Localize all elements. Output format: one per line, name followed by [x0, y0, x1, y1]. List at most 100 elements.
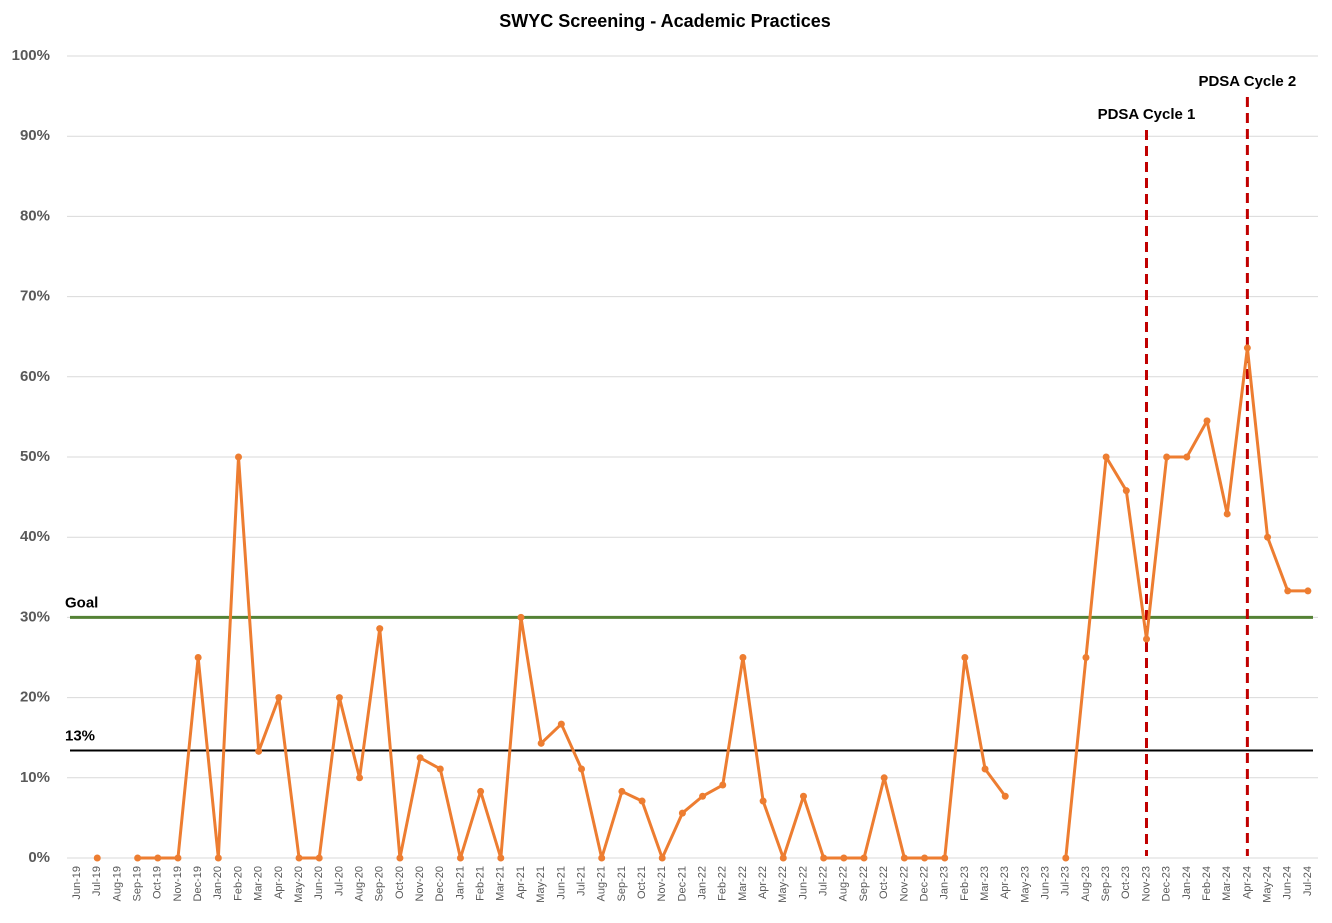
data-point — [1304, 587, 1312, 595]
x-tick-label: Feb-21 — [475, 866, 487, 901]
data-point — [416, 754, 424, 762]
data-point — [1203, 417, 1211, 425]
x-tick-label: Aug-22 — [838, 866, 850, 901]
x-tick-label: Dec-20 — [434, 866, 446, 901]
x-tick-label: Feb-20 — [232, 866, 244, 901]
y-tick-label: 70% — [20, 288, 50, 305]
series-line — [137, 455, 1007, 860]
data-point — [235, 453, 243, 461]
x-tick-label: Jan-21 — [454, 866, 466, 900]
y-tick-label: 10% — [20, 769, 50, 786]
x-tick-label: Jun-21 — [555, 866, 567, 900]
x-tick-label: Jun-20 — [313, 866, 325, 900]
data-point — [154, 854, 162, 862]
data-point — [497, 854, 505, 862]
x-tick-label: Jan-20 — [212, 866, 224, 900]
x-tick-label: Nov-22 — [898, 866, 910, 901]
data-point — [699, 792, 707, 800]
data-point — [638, 797, 646, 805]
x-tick-label: Apr-20 — [273, 866, 285, 899]
x-tick-label: Mar-23 — [979, 866, 991, 901]
x-tick-label: Nov-19 — [172, 866, 184, 901]
data-point — [275, 694, 283, 702]
x-tick-label: Apr-23 — [999, 866, 1011, 899]
x-tick-label: Oct-19 — [152, 866, 164, 899]
x-tick-label: Aug-23 — [1080, 866, 1092, 901]
x-tick-label: Jun-24 — [1282, 866, 1294, 900]
x-tick-label: Sep-22 — [858, 866, 870, 901]
y-tick-label: 30% — [20, 608, 50, 625]
data-point — [961, 654, 969, 661]
x-tick-label: May-24 — [1261, 866, 1273, 903]
x-tick-label: Nov-20 — [414, 866, 426, 901]
data-point — [658, 854, 666, 862]
data-point — [194, 654, 202, 661]
data-point — [134, 854, 142, 862]
data-point — [598, 854, 606, 862]
x-tick-label: Jan-22 — [696, 866, 708, 900]
y-tick-label: 20% — [20, 689, 50, 706]
y-tick-label: 0% — [28, 849, 50, 866]
data-point — [1223, 510, 1231, 518]
data-point — [820, 854, 828, 862]
x-tick-label: Oct-21 — [636, 866, 648, 899]
x-tick-label: Jun-22 — [797, 866, 809, 900]
x-tick-label: Jul-23 — [1060, 866, 1072, 896]
reference-label: 13% — [65, 728, 95, 745]
x-tick-label: Jul-24 — [1302, 866, 1314, 896]
x-tick-label: Nov-21 — [656, 866, 668, 901]
x-tick-label: Aug-20 — [353, 866, 365, 901]
data-point — [1183, 453, 1191, 461]
x-tick-label: Sep-23 — [1100, 866, 1112, 901]
series-line — [1064, 346, 1308, 859]
data-point — [880, 774, 888, 782]
x-tick-label: Jul-21 — [575, 866, 587, 896]
data-point — [93, 854, 101, 862]
x-tick-label: Jun-23 — [1040, 866, 1052, 900]
x-tick-label: Jan-23 — [939, 866, 951, 900]
data-point — [1163, 453, 1171, 461]
data-point — [860, 854, 868, 862]
data-point — [900, 854, 908, 862]
data-point — [537, 739, 545, 747]
data-point — [1142, 635, 1150, 643]
data-point — [456, 854, 464, 862]
x-tick-label: Apr-24 — [1241, 866, 1253, 899]
data-point — [557, 720, 565, 728]
data-point — [1062, 854, 1070, 862]
x-tick-label: Jul-22 — [818, 866, 830, 896]
y-tick-label: 60% — [20, 368, 50, 385]
data-point — [295, 854, 303, 862]
data-point — [255, 747, 263, 755]
data-point — [376, 625, 384, 633]
data-point — [477, 787, 485, 795]
data-point — [356, 774, 364, 782]
data-point — [214, 854, 222, 862]
x-tick-label: May-22 — [777, 866, 789, 903]
data-point — [335, 694, 343, 702]
x-tick-label: Dec-21 — [676, 866, 688, 901]
x-tick-label: Mar-21 — [495, 866, 507, 901]
x-tick-label: Apr-22 — [757, 866, 769, 899]
data-point — [436, 765, 444, 773]
reference-label: Goal — [65, 594, 98, 611]
annotation-label: PDSA Cycle 1 — [1098, 106, 1196, 123]
data-point — [799, 792, 807, 800]
data-point — [1082, 654, 1090, 661]
x-tick-label: Sep-19 — [132, 866, 144, 901]
data-point — [1243, 344, 1251, 352]
x-tick-label: Mar-22 — [737, 866, 749, 901]
data-point — [1284, 587, 1292, 595]
x-tick-label: Aug-19 — [111, 866, 123, 901]
data-point — [315, 854, 323, 862]
x-tick-label: Dec-22 — [918, 866, 930, 901]
chart-title: SWYC Screening - Academic Practices — [499, 11, 830, 31]
x-tick-label: Dec-19 — [192, 866, 204, 901]
x-tick-label: Feb-23 — [959, 866, 971, 901]
data-point — [941, 854, 949, 862]
x-tick-label: Oct-23 — [1120, 866, 1132, 899]
x-tick-label: Sep-20 — [374, 866, 386, 901]
data-point — [739, 654, 747, 661]
data-point — [719, 781, 727, 789]
